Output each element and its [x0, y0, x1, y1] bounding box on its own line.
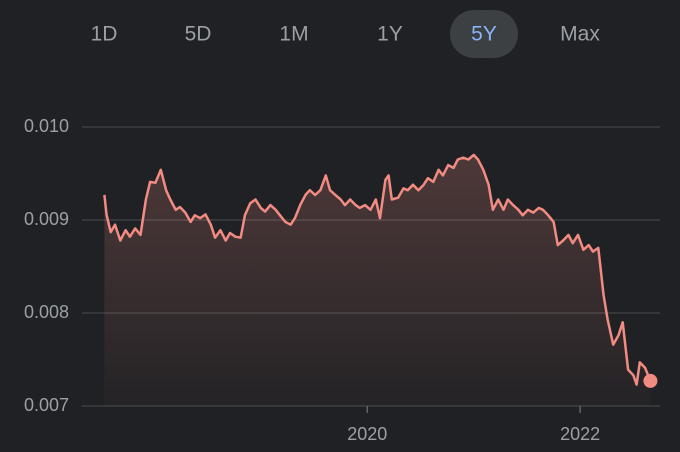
y-tick-label: 0.009 — [24, 209, 69, 229]
price-line — [103, 153, 652, 386]
selected-pill[interactable] — [450, 10, 518, 58]
range-button[interactable]: Max — [560, 23, 600, 46]
y-tick-label: 0.007 — [24, 395, 69, 415]
y-tick-label: 0.008 — [24, 302, 69, 322]
area-fill — [104, 154, 651, 406]
range-button[interactable]: 1M — [279, 23, 308, 46]
range-button[interactable]: 5D — [185, 23, 212, 46]
x-tick-label: 2020 — [347, 424, 387, 444]
x-tick-label: 2022 — [560, 424, 600, 444]
range-button[interactable]: 5Y — [471, 23, 497, 46]
range-button[interactable]: 1Y — [377, 23, 403, 46]
range-button[interactable]: 1D — [91, 23, 118, 46]
y-tick-label: 0.010 — [24, 116, 69, 136]
last-point-dot — [643, 373, 658, 388]
